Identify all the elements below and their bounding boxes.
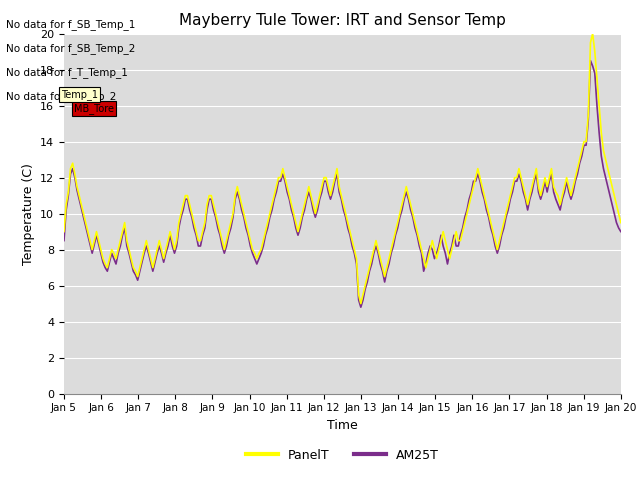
Y-axis label: Temperature (C): Temperature (C)	[22, 163, 35, 264]
Text: No data for f_Temp_2: No data for f_Temp_2	[6, 91, 116, 102]
Text: Temp_1: Temp_1	[61, 89, 98, 100]
Text: MB_Tore: MB_Tore	[74, 103, 114, 114]
Text: No data for f_T_Temp_1: No data for f_T_Temp_1	[6, 67, 128, 78]
Text: No data for f_SB_Temp_1: No data for f_SB_Temp_1	[6, 19, 136, 30]
X-axis label: Time: Time	[327, 419, 358, 432]
Text: No data for f_SB_Temp_2: No data for f_SB_Temp_2	[6, 43, 136, 54]
Legend: PanelT, AM25T: PanelT, AM25T	[241, 444, 444, 467]
Title: Mayberry Tule Tower: IRT and Sensor Temp: Mayberry Tule Tower: IRT and Sensor Temp	[179, 13, 506, 28]
